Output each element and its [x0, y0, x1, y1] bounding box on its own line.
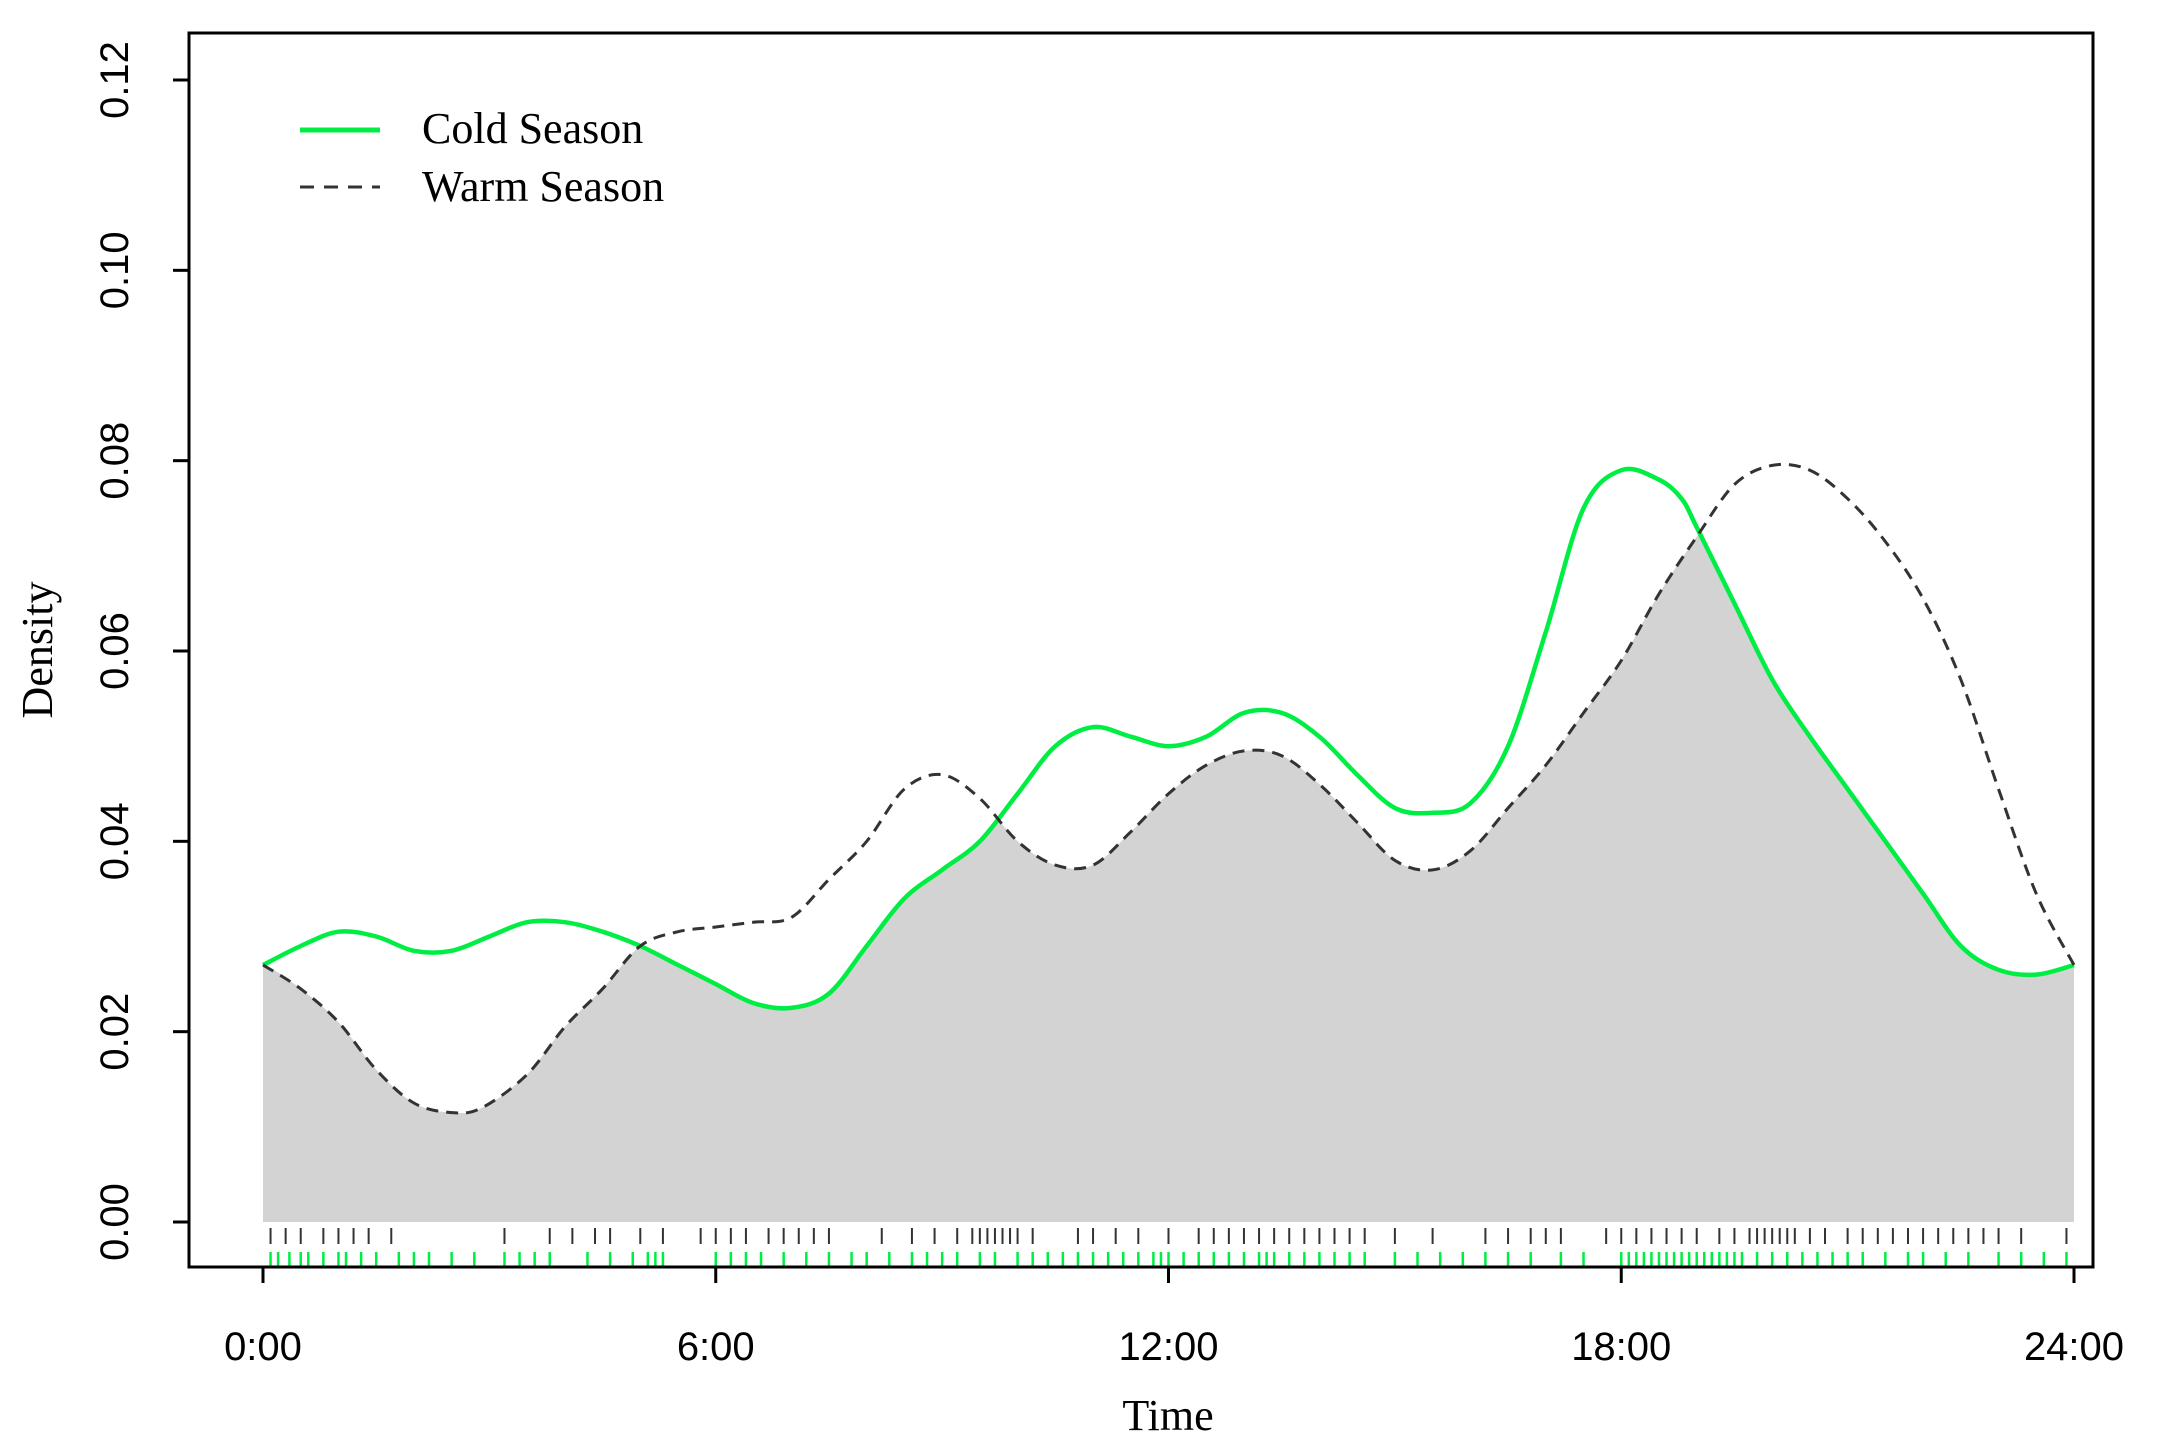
y-tick-label: 0.08 — [93, 422, 137, 500]
y-axis: 0.00 0.02 0.04 0.06 0.08 0.10 0.12 — [93, 41, 189, 1261]
series-line-warm-season — [262, 462, 2076, 1115]
x-tick-label: 24:00 — [2024, 1325, 2124, 1369]
x-tick-label: 18:00 — [1571, 1325, 1671, 1369]
x-tick-label: 6:00 — [677, 1325, 755, 1369]
y-tick-label: 0.02 — [93, 993, 137, 1071]
overlap-fill-area — [263, 533, 2074, 1222]
x-axis-title: Time — [1122, 1391, 1213, 1440]
legend: Cold Season Warm Season — [300, 104, 664, 211]
overlap-fill — [263, 533, 2074, 1222]
x-tick-label: 0:00 — [224, 1325, 302, 1369]
y-tick-label: 0.00 — [93, 1183, 137, 1261]
x-tick-label: 12:00 — [1118, 1325, 1218, 1369]
x-axis: 0:00 6:00 12:00 18:00 24:00 — [224, 1267, 2124, 1369]
rug-marks — [269, 1228, 2068, 1268]
series-lines — [262, 462, 2076, 1115]
y-tick-label: 0.04 — [93, 802, 137, 880]
series-line-cold-season — [262, 466, 2075, 1011]
y-tick-label: 0.10 — [93, 231, 137, 309]
y-axis-title: Density — [13, 582, 62, 719]
y-tick-label: 0.06 — [93, 612, 137, 690]
legend-label-cold-season: Cold Season — [422, 104, 643, 153]
y-tick-label: 0.12 — [93, 41, 137, 119]
legend-label-warm-season: Warm Season — [422, 162, 664, 211]
